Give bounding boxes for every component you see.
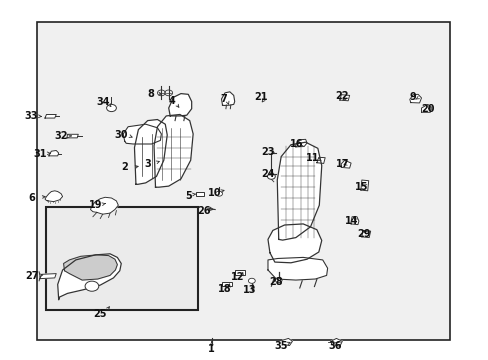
Text: 17: 17: [335, 159, 348, 169]
Bar: [222, 282, 232, 286]
Circle shape: [85, 281, 99, 291]
Polygon shape: [295, 139, 306, 147]
Polygon shape: [409, 94, 421, 103]
Text: 4: 4: [168, 96, 175, 106]
Text: 36: 36: [327, 341, 341, 351]
Polygon shape: [267, 224, 321, 263]
Polygon shape: [316, 157, 325, 163]
Polygon shape: [45, 191, 62, 202]
Bar: [195, 192, 204, 196]
Bar: [37, 22, 449, 340]
Text: 21: 21: [254, 92, 267, 102]
Polygon shape: [331, 338, 342, 346]
Text: 32: 32: [54, 131, 68, 141]
Text: 33: 33: [24, 111, 38, 121]
Polygon shape: [341, 160, 350, 168]
Polygon shape: [360, 180, 368, 191]
Polygon shape: [40, 274, 56, 279]
Polygon shape: [123, 124, 161, 144]
Polygon shape: [421, 104, 430, 112]
Polygon shape: [49, 150, 59, 156]
Circle shape: [248, 278, 255, 283]
Polygon shape: [350, 217, 358, 225]
Circle shape: [215, 191, 222, 196]
Text: 18: 18: [218, 284, 231, 294]
Text: 16: 16: [289, 139, 303, 149]
Text: 27: 27: [25, 271, 39, 282]
Circle shape: [267, 174, 275, 179]
Polygon shape: [63, 255, 117, 280]
Polygon shape: [267, 257, 327, 280]
Text: 11: 11: [305, 153, 319, 163]
Polygon shape: [282, 338, 292, 346]
Text: 28: 28: [269, 276, 283, 287]
Polygon shape: [90, 197, 118, 214]
Polygon shape: [67, 134, 78, 138]
Text: 30: 30: [114, 130, 128, 140]
Text: 35: 35: [274, 341, 287, 351]
Bar: [234, 270, 245, 275]
Polygon shape: [154, 114, 193, 187]
Text: 25: 25: [93, 309, 107, 319]
Text: 22: 22: [335, 91, 348, 101]
Text: 14: 14: [345, 216, 358, 226]
Polygon shape: [339, 95, 349, 101]
Polygon shape: [134, 120, 167, 184]
Text: 20: 20: [421, 104, 434, 114]
Text: 7: 7: [220, 94, 227, 104]
Text: 1: 1: [208, 344, 215, 354]
Text: 8: 8: [147, 89, 154, 99]
Text: 24: 24: [261, 168, 274, 179]
Text: 12: 12: [231, 272, 244, 282]
Polygon shape: [45, 114, 56, 118]
Polygon shape: [58, 254, 121, 300]
Text: 19: 19: [88, 200, 102, 210]
Polygon shape: [168, 94, 191, 116]
Text: 3: 3: [144, 159, 151, 169]
Text: 29: 29: [357, 229, 370, 239]
Text: 9: 9: [409, 92, 416, 102]
Text: 26: 26: [197, 206, 210, 216]
Polygon shape: [221, 92, 234, 105]
Text: 15: 15: [354, 182, 368, 192]
Text: 2: 2: [121, 162, 128, 172]
Text: 23: 23: [261, 147, 274, 157]
Circle shape: [275, 278, 282, 283]
Bar: [46, 207, 198, 310]
Text: 34: 34: [96, 97, 109, 107]
Text: 10: 10: [208, 188, 222, 198]
Circle shape: [106, 104, 116, 112]
Text: 5: 5: [184, 191, 191, 201]
Text: 13: 13: [242, 285, 256, 295]
Polygon shape: [277, 142, 321, 240]
Text: 6: 6: [28, 193, 35, 203]
Text: 31: 31: [33, 149, 47, 159]
Polygon shape: [361, 230, 370, 238]
